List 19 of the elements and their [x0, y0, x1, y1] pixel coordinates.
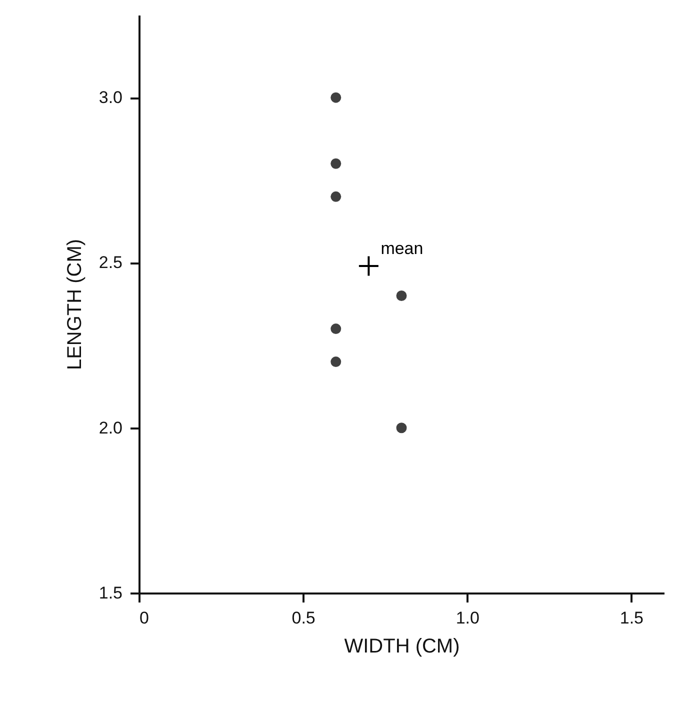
- point: [330, 356, 342, 368]
- point: [396, 422, 407, 434]
- point: [330, 324, 342, 334]
- y-tick-label: 1.5: [98, 584, 122, 602]
- point: [330, 158, 342, 169]
- x-tick-label: 0.5: [292, 608, 316, 628]
- y-axis-title: LENGTH (CM): [64, 238, 86, 370]
- x-tick-label: 1.5: [620, 608, 644, 628]
- x-axis-title: WIDTH (CM): [344, 636, 460, 658]
- y-tick-label: 2.5: [98, 253, 122, 272]
- x-tick-label: 0: [140, 608, 149, 628]
- point: [330, 191, 342, 202]
- x-tick-label: 1.0: [456, 608, 480, 628]
- y-tick-label: 3.0: [98, 88, 122, 108]
- point: [396, 290, 407, 301]
- series-label: mean: [380, 239, 424, 258]
- y-tick-label: 2.0: [98, 418, 122, 438]
- point: [358, 255, 380, 277]
- point: [330, 92, 342, 103]
